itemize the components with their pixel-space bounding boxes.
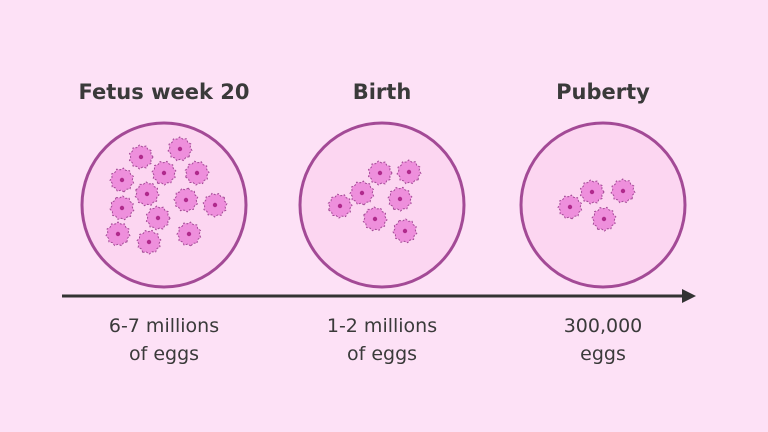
egg-cell-birth [327,193,353,219]
egg-cell-fetus [134,181,160,207]
egg-cell-fetus [145,205,171,231]
stage-title-birth: Birth [352,80,412,104]
stage-circle-birth [298,121,466,289]
egg-cell-fetus [105,221,131,247]
egg-cell-birth [387,186,413,212]
egg-cell-birth [362,206,388,232]
stage-title-puberty: Puberty [556,80,650,104]
egg-cell-fetus [184,160,210,186]
egg-cell-fetus [173,187,199,213]
egg-count-birth-line2: of eggs [346,343,418,365]
egg-cell-fetus [202,192,228,218]
egg-cell-fetus [128,144,154,170]
egg-cell-puberty [610,178,636,204]
egg-cell-fetus [136,229,162,255]
egg-count-birth: 1-2 millions of eggs [272,312,492,368]
egg-count-puberty-line2: eggs [580,343,626,365]
egg-cell-birth [367,160,393,186]
stage-circle-fetus [80,121,248,289]
egg-count-birth-line1: 1-2 millions [326,315,438,337]
timeline-arrow [62,289,696,303]
egg-cell-puberty [579,179,605,205]
egg-cell-birth [349,180,375,206]
egg-cell-fetus [167,136,193,162]
egg-cell-fetus [176,221,202,247]
egg-cell-birth [396,159,422,185]
egg-cell-birth [392,218,418,244]
egg-count-fetus-line1: 6-7 millions [108,315,220,337]
egg-count-fetus-line2: of eggs [128,343,200,365]
egg-cell-fetus [109,195,135,221]
egg-cell-puberty [591,206,617,232]
egg-count-puberty-line1: 300,000 [563,315,643,337]
egg-count-fetus: 6-7 millions of eggs [54,312,274,368]
egg-count-puberty: 300,000 eggs [493,312,713,368]
egg-cell-puberty [557,194,583,220]
stage-title-fetus: Fetus week 20 [78,80,250,104]
egg-cell-fetus [109,167,135,193]
egg-cell-fetus [151,160,177,186]
stage-circle-puberty [519,121,687,289]
